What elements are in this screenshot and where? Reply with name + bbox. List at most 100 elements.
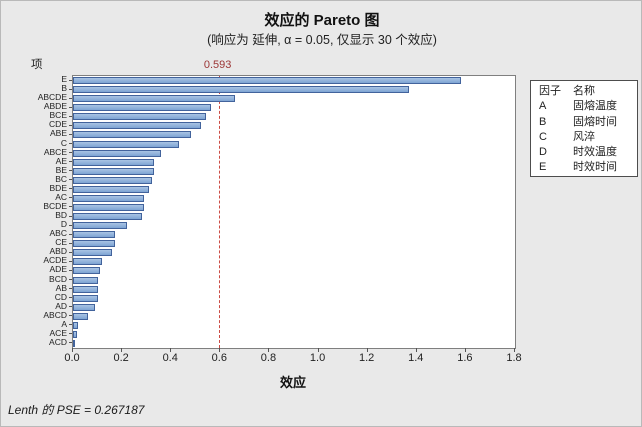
pareto-bar-CDE[interactable] (73, 122, 201, 130)
y-axis-label: ABCD (43, 309, 67, 320)
pareto-bar-BCE[interactable] (73, 113, 206, 121)
x-tick-label: 1.2 (359, 352, 375, 364)
pareto-bar-BCDE[interactable] (73, 203, 145, 211)
legend-factor-letter: D (539, 146, 547, 159)
y-tick-mark (69, 152, 72, 154)
pareto-bar-ADE[interactable] (73, 267, 100, 275)
pse-footnote: Lenth 的 PSE = 0.267187 (8, 403, 145, 417)
pareto-bar-AD[interactable] (73, 303, 96, 311)
x-tick-label: 1.6 (457, 352, 473, 364)
y-tick-mark (69, 215, 72, 217)
y-tick-mark (69, 161, 72, 163)
y-tick-mark (69, 342, 72, 344)
y-tick-mark (69, 279, 72, 280)
pareto-bar-ABD[interactable] (73, 249, 113, 257)
x-tick-label: 1.0 (309, 352, 326, 364)
pareto-bar-ACD[interactable] (73, 339, 76, 347)
y-axis-label: ABCDE (37, 92, 67, 103)
legend-factor-letter: B (539, 115, 547, 128)
y-axis-label: BCE (49, 110, 67, 121)
pareto-bar-ABDE[interactable] (73, 104, 211, 112)
pareto-bar-ACDE[interactable] (73, 258, 103, 266)
pareto-bar-ABC[interactable] (73, 231, 115, 239)
x-tick-mark (464, 348, 466, 352)
x-axis-title: 效应 (279, 375, 306, 390)
y-axis-label: CDE (49, 119, 67, 130)
y-tick-mark (69, 170, 72, 172)
y-tick-mark (69, 315, 72, 317)
y-axis-label: AE (55, 155, 67, 166)
pareto-bar-E[interactable] (73, 77, 461, 85)
y-axis-label: ABE (49, 128, 67, 139)
y-tick-mark (69, 188, 72, 190)
y-tick-mark (69, 206, 72, 208)
y-axis-title: 项 (31, 59, 43, 71)
y-tick-mark (69, 224, 72, 226)
y-tick-mark (69, 242, 72, 244)
x-tick-label: 0.6 (211, 352, 227, 364)
legend-factor-letter: C (539, 130, 547, 143)
y-tick-mark (69, 106, 72, 108)
pareto-bar-BE[interactable] (73, 167, 155, 175)
legend-header-name: 名称 (573, 85, 595, 97)
y-axis-label: D (60, 219, 67, 230)
legend-factor-letter: E (539, 161, 547, 174)
x-tick-mark (219, 348, 221, 352)
y-tick-mark (69, 306, 72, 308)
chart-title: 效应的 Pareto 图 (264, 12, 380, 29)
pareto-bar-B[interactable] (73, 86, 410, 94)
x-tick-label: 0.8 (260, 352, 277, 364)
y-tick-mark (69, 79, 72, 81)
pareto-bar-BDE[interactable] (73, 185, 150, 193)
pareto-bar-ABCE[interactable] (73, 149, 162, 157)
pareto-bar-A[interactable] (73, 321, 78, 329)
chart-subtitle: (响应为 延伸, α = 0.05, 仅显示 30 个效应) (207, 33, 437, 47)
y-axis-label: AD (55, 300, 67, 311)
pareto-bar-ACE[interactable] (73, 330, 77, 338)
y-tick-mark (69, 97, 72, 99)
pareto-bar-AC[interactable] (73, 194, 145, 202)
pareto-bar-BCD[interactable] (73, 276, 98, 284)
pareto-bar-AB[interactable] (73, 285, 98, 293)
x-tick-label: 1.4 (408, 352, 424, 364)
pareto-bar-ABCDE[interactable] (73, 95, 236, 103)
y-tick-mark (69, 251, 72, 253)
pareto-bar-ABE[interactable] (73, 131, 191, 139)
y-tick-mark (69, 324, 72, 326)
x-tick-mark (121, 348, 123, 352)
pareto-bar-CE[interactable] (73, 240, 115, 248)
legend-factor-name: 固熔时间 (573, 115, 617, 128)
y-tick-mark (69, 333, 72, 335)
x-tick-label: 0.2 (113, 352, 129, 364)
x-tick-mark (514, 348, 515, 352)
pareto-bar-C[interactable] (73, 140, 179, 148)
x-tick-label: 0.4 (162, 352, 178, 364)
x-tick-mark (366, 348, 368, 352)
pareto-bar-BC[interactable] (73, 176, 152, 184)
x-tick-mark (170, 348, 172, 352)
y-axis-label: ABD (49, 246, 67, 257)
y-tick-mark (69, 133, 72, 135)
y-axis-label: BD (55, 210, 67, 221)
legend-factor-name: 时效时间 (573, 161, 617, 174)
pareto-bar-D[interactable] (73, 222, 128, 230)
pareto-bar-AE[interactable] (73, 158, 155, 166)
y-axis-label: AC (55, 191, 67, 202)
factor-legend: 因子 名称 A 固熔温度 B 固熔时间 C 风淬 D 时效温度 E 时效时间 (530, 80, 638, 177)
y-axis-label: ADE (49, 264, 67, 275)
legend-header-row: 因子 名称 (539, 84, 637, 99)
y-axis-label: ACDE (43, 255, 67, 266)
pareto-bar-ABCD[interactable] (73, 312, 88, 320)
legend-factor-name: 时效温度 (573, 146, 617, 159)
x-tick-mark (415, 348, 417, 352)
pareto-bar-BD[interactable] (73, 213, 142, 221)
legend-row-E: E 时效时间 (539, 160, 637, 175)
x-tick-label: 1.8 (506, 352, 522, 364)
legend-row-B: B 固熔时间 (539, 115, 637, 130)
x-tick-mark (268, 348, 270, 352)
y-tick-mark (69, 260, 72, 262)
reference-line (218, 76, 220, 348)
pareto-bar-CD[interactable] (73, 294, 98, 302)
y-axis-label: C (60, 137, 67, 148)
